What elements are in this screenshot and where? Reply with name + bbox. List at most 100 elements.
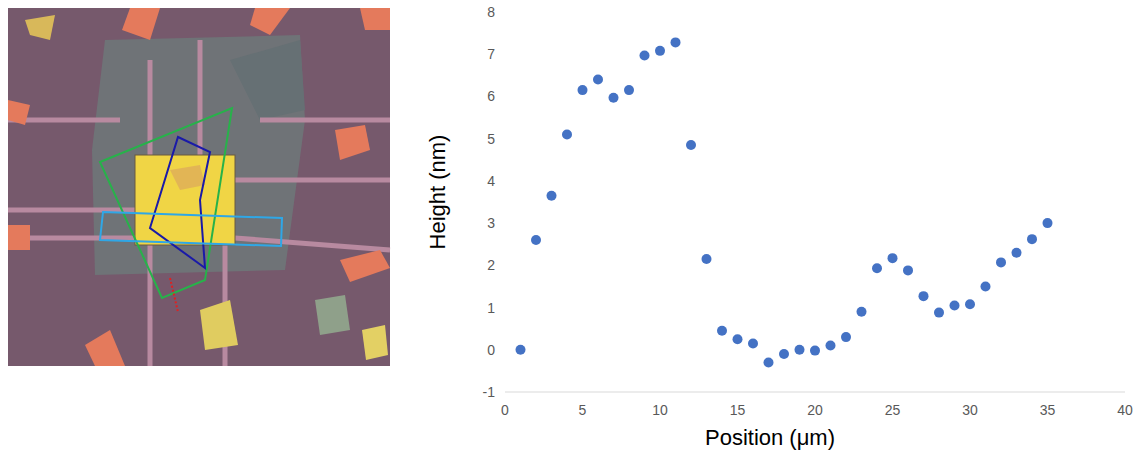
- trace: [235, 178, 390, 183]
- y-tick-label: -1: [483, 384, 496, 400]
- x-tick-label: 30: [962, 402, 978, 418]
- x-tick-label: 35: [1040, 402, 1056, 418]
- linecut: [170, 278, 178, 312]
- x-tick: [1125, 392, 1126, 396]
- y-tick-label: 1: [487, 300, 495, 316]
- y-tick-label: 7: [487, 46, 495, 62]
- electrode-pad: [250, 8, 290, 35]
- x-tick: [660, 392, 661, 396]
- trace: [148, 245, 153, 366]
- y-tick: [501, 96, 505, 97]
- y-tick: [501, 307, 505, 308]
- outline-green: [100, 108, 232, 298]
- point: [888, 253, 898, 263]
- point: [841, 332, 851, 342]
- x-tick: [505, 392, 506, 396]
- chart: -10123456780510152025303540Position (μm)…: [425, 4, 1133, 450]
- point: [810, 346, 820, 356]
- point: [1043, 218, 1053, 228]
- point: [748, 338, 758, 348]
- x-axis-title: Position (μm): [705, 425, 835, 450]
- x-tick-label: 25: [885, 402, 901, 418]
- figure: -10123456780510152025303540Position (μm)…: [0, 0, 1140, 455]
- y-tick: [501, 54, 505, 55]
- point: [593, 75, 603, 85]
- x-tick-label: 15: [730, 402, 746, 418]
- point: [531, 235, 541, 245]
- trace: [235, 238, 390, 250]
- y-tick-label: 0: [487, 342, 495, 358]
- pad-spot: [170, 165, 205, 190]
- x-tick: [737, 392, 738, 396]
- x-tick-label: 20: [807, 402, 823, 418]
- y-tick-label: 2: [487, 257, 495, 273]
- x-tick: [582, 392, 583, 396]
- point: [795, 345, 805, 355]
- point: [655, 46, 665, 56]
- y-tick: [501, 12, 505, 13]
- point: [826, 341, 836, 351]
- point: [950, 300, 960, 310]
- x-tick-label: 5: [579, 402, 587, 418]
- y-tick: [501, 265, 505, 266]
- point: [903, 265, 913, 275]
- point: [578, 85, 588, 95]
- x-tick: [1047, 392, 1048, 396]
- y-tick-label: 3: [487, 215, 495, 231]
- point: [779, 349, 789, 359]
- x-tick: [815, 392, 816, 396]
- point: [733, 334, 743, 344]
- x-tick-label: 40: [1117, 402, 1133, 418]
- point: [996, 257, 1006, 267]
- y-tick-label: 5: [487, 131, 495, 147]
- y-tick: [501, 180, 505, 181]
- electrode-pad: [335, 125, 370, 160]
- point: [702, 254, 712, 264]
- micrograph: [8, 8, 390, 366]
- electrode-pad: [8, 100, 30, 125]
- y-tick: [501, 349, 505, 350]
- electrode-pad: [360, 8, 390, 30]
- flake-green: [315, 295, 350, 335]
- y-tick: [501, 392, 505, 393]
- point: [516, 345, 526, 355]
- x-tick: [970, 392, 971, 396]
- point: [934, 308, 944, 318]
- electrode-pad: [122, 8, 160, 40]
- points: [516, 37, 1053, 367]
- point: [857, 307, 867, 317]
- point: [1012, 248, 1022, 258]
- point: [547, 191, 557, 201]
- flake-gold: [362, 325, 388, 360]
- flake-gold: [200, 300, 238, 350]
- point: [609, 93, 619, 103]
- x-tick: [892, 392, 893, 396]
- point: [717, 326, 727, 336]
- x-tick-label: 10: [652, 402, 668, 418]
- point: [686, 140, 696, 150]
- y-tick: [501, 138, 505, 139]
- y-tick-label: 4: [487, 173, 495, 189]
- y-axis-title: Height (nm): [425, 135, 450, 250]
- electrode-pad: [340, 250, 390, 282]
- trace: [260, 118, 390, 123]
- gold-pad: [135, 155, 235, 245]
- point: [919, 291, 929, 301]
- flake-edge: [230, 40, 305, 120]
- electrode-pad: [8, 225, 30, 250]
- y-tick-label: 8: [487, 4, 495, 20]
- flake-gold: [25, 15, 55, 40]
- outline-lightblue: [100, 212, 282, 246]
- electrode-pad: [85, 330, 125, 366]
- point: [640, 50, 650, 60]
- point: [1027, 234, 1037, 244]
- point: [562, 129, 572, 139]
- y-tick: [501, 223, 505, 224]
- point: [671, 37, 681, 47]
- point: [764, 357, 774, 367]
- point: [872, 263, 882, 273]
- trace: [198, 40, 203, 155]
- outline-blue: [150, 137, 210, 268]
- x-tick-label: 0: [501, 402, 509, 418]
- point: [981, 281, 991, 291]
